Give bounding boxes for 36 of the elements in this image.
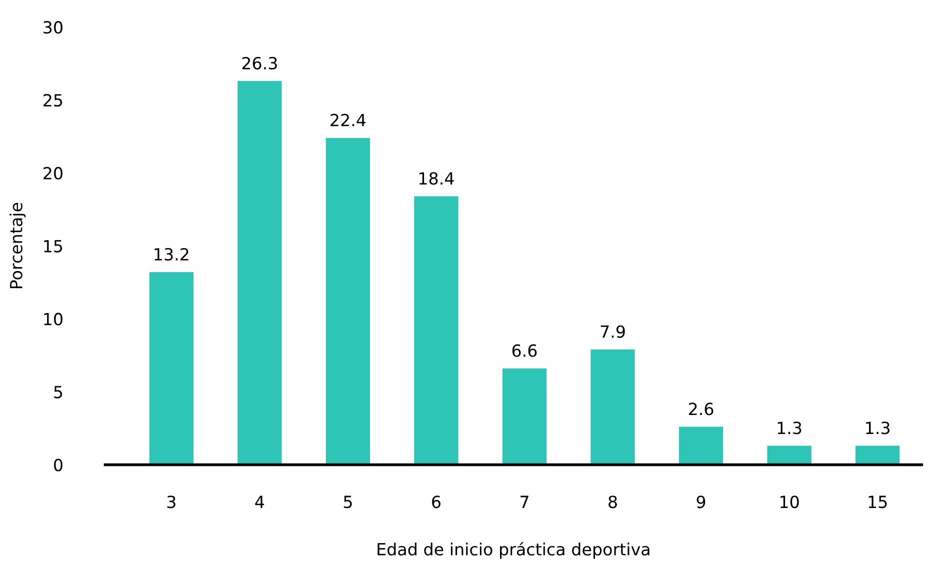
bar: [414, 196, 458, 465]
data-label: 6.6: [512, 344, 537, 357]
bar: [590, 349, 635, 465]
x-tick-label: 10: [780, 496, 799, 508]
data-label: 13.2: [154, 248, 188, 261]
x-tick-label: 3: [167, 496, 176, 508]
y-tick-label: 5: [54, 386, 62, 398]
bar: [767, 446, 812, 465]
bar: [678, 426, 724, 465]
y-tick-label: 0: [54, 458, 62, 472]
x-tick-label: 5: [344, 496, 352, 508]
x-tick-label: 7: [520, 496, 528, 508]
y-tick-label: 15: [44, 240, 62, 252]
y-axis-title: Porcentaje: [10, 202, 26, 288]
x-tick-label: 15: [868, 496, 887, 508]
y-tick-label: 25: [44, 94, 62, 107]
data-label: 22.4: [330, 114, 366, 126]
data-label: 2.6: [688, 402, 714, 416]
x-tick-label: 9: [696, 496, 706, 508]
y-tick-label: 20: [44, 166, 62, 180]
data-label: 1.3: [866, 422, 890, 434]
bar: [502, 368, 547, 465]
x-tick-label: 4: [255, 496, 264, 508]
data-label: 18.4: [419, 172, 454, 185]
bar: [326, 138, 370, 465]
x-tick-label: 6: [432, 496, 440, 508]
bar: [855, 446, 900, 465]
x-axis-title: Edad de inicio práctica deportiva: [378, 542, 650, 559]
data-label: 1.3: [778, 422, 802, 434]
bar: [238, 81, 282, 465]
y-tick-label: 10: [44, 312, 62, 326]
data-label: 26.3: [242, 56, 277, 70]
bar: [149, 272, 194, 465]
y-tick-label: 30: [44, 21, 62, 34]
x-tick-label: 8: [608, 496, 617, 508]
data-label: 7.9: [600, 325, 625, 338]
